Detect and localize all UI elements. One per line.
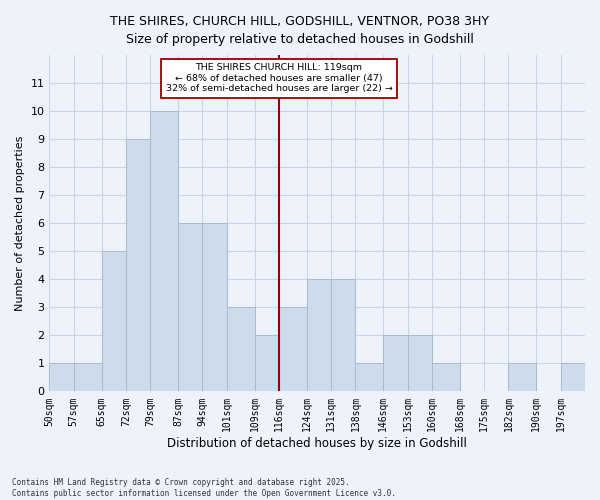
Text: THE SHIRES, CHURCH HILL, GODSHILL, VENTNOR, PO38 3HY: THE SHIRES, CHURCH HILL, GODSHILL, VENTN… — [110, 15, 490, 28]
Bar — [49, 364, 74, 392]
Bar — [355, 364, 383, 392]
Bar — [508, 364, 536, 392]
Bar — [254, 336, 279, 392]
Bar — [307, 279, 331, 392]
Bar — [227, 307, 254, 392]
Bar — [560, 364, 585, 392]
Y-axis label: Number of detached properties: Number of detached properties — [15, 136, 25, 311]
Bar — [74, 364, 101, 392]
Bar — [202, 223, 227, 392]
Bar — [126, 139, 150, 392]
Bar — [331, 279, 355, 392]
Bar — [150, 111, 178, 392]
Bar — [432, 364, 460, 392]
Bar — [383, 336, 407, 392]
Bar — [178, 223, 202, 392]
Text: THE SHIRES CHURCH HILL: 119sqm
← 68% of detached houses are smaller (47)
32% of : THE SHIRES CHURCH HILL: 119sqm ← 68% of … — [166, 64, 392, 93]
Bar — [101, 251, 126, 392]
X-axis label: Distribution of detached houses by size in Godshill: Distribution of detached houses by size … — [167, 437, 467, 450]
Text: Contains HM Land Registry data © Crown copyright and database right 2025.
Contai: Contains HM Land Registry data © Crown c… — [12, 478, 396, 498]
Bar — [279, 307, 307, 392]
Text: Size of property relative to detached houses in Godshill: Size of property relative to detached ho… — [126, 32, 474, 46]
Bar — [407, 336, 432, 392]
